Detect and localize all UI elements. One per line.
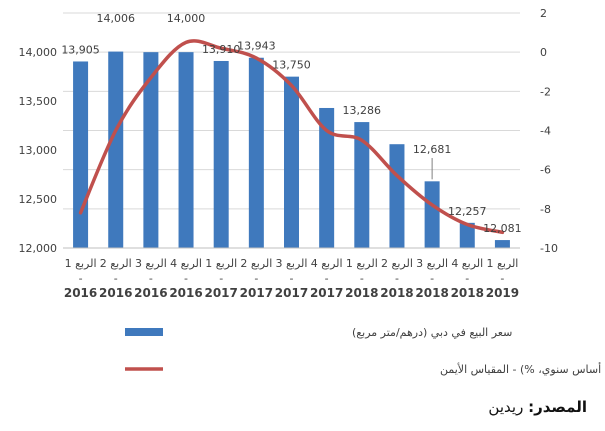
x-tick-label-dash: - xyxy=(219,272,223,285)
data-label: 12,681 xyxy=(413,143,452,156)
x-tick-label-year: 2018 xyxy=(345,286,378,300)
x-tick-label-quarter: الربع 2 xyxy=(100,257,132,270)
x-tick-label-year: 2017 xyxy=(310,286,343,300)
x-tick-label-dash: - xyxy=(79,272,83,285)
x-tick-label-quarter: الربع 2 xyxy=(240,257,272,270)
data-label: 13,286 xyxy=(343,104,382,117)
x-tick-label-dash: - xyxy=(114,272,118,285)
legend-bar-swatch xyxy=(125,328,163,336)
x-tick-label-dash: - xyxy=(360,272,364,285)
bar xyxy=(108,51,124,249)
x-tick-label-dash: - xyxy=(500,272,504,285)
left-axis-tick-label: 12,000 xyxy=(19,242,58,255)
bar xyxy=(178,52,194,248)
x-tick-label-year: 2018 xyxy=(451,286,484,300)
right-axis-tick-label: -6 xyxy=(540,164,551,177)
x-tick-label-dash: - xyxy=(395,272,399,285)
left-axis-tick-label: 13,000 xyxy=(19,144,58,157)
x-tick-label-year: 2017 xyxy=(240,286,273,300)
x-tick-label-quarter: الربع 1 xyxy=(346,257,378,270)
right-axis-tick-label: -8 xyxy=(540,203,551,216)
x-tick-label-dash: - xyxy=(325,272,329,285)
bar xyxy=(459,222,475,248)
right-axis-tick-label: -4 xyxy=(540,125,551,138)
x-tick-label-quarter: الربع 2 xyxy=(381,257,413,270)
bar xyxy=(319,107,335,249)
x-tick-label-quarter: الربع 3 xyxy=(276,257,308,270)
x-tick-label-quarter: الربع 3 xyxy=(416,257,448,270)
x-tick-label-year: 2017 xyxy=(275,286,308,300)
bar xyxy=(248,57,264,248)
x-tick-label-dash: - xyxy=(184,272,188,285)
right-axis-tick-label: 0 xyxy=(540,46,547,59)
x-tick-label-year: 2019 xyxy=(486,286,519,300)
left-axis-tick-label: 13,500 xyxy=(19,95,58,108)
x-tick-label-dash: - xyxy=(254,272,258,285)
x-tick-label-year: 2016 xyxy=(64,286,97,300)
data-label: 14,000 xyxy=(167,12,206,25)
legend-bar-label: سعر البيع في دبي (درهم/متر مربع) xyxy=(352,326,512,339)
x-tick-label-year: 2016 xyxy=(169,286,202,300)
x-tick-label-quarter: الربع 1 xyxy=(205,257,237,270)
data-label: 12,257 xyxy=(448,205,487,218)
left-axis-tick-label: 12,500 xyxy=(19,193,58,206)
bar xyxy=(354,122,370,248)
x-tick-label-quarter: الربع 4 xyxy=(170,257,202,270)
right-axis-tick-label: -2 xyxy=(540,85,551,98)
data-label: 13,910 xyxy=(202,43,241,56)
x-tick-label-dash: - xyxy=(149,272,153,285)
data-label: 12,081 xyxy=(483,222,522,235)
right-axis-tick-label: 2 xyxy=(540,7,547,20)
x-tick-label-year: 2018 xyxy=(415,286,448,300)
data-label: 14,006 xyxy=(96,12,135,25)
left-axis-tick-label: 14,000 xyxy=(19,46,58,59)
bar xyxy=(424,181,440,248)
x-tick-label-dash: - xyxy=(465,272,469,285)
legend-line-label: نمو سعر البيع في دبي (على أساس سنوي، %) … xyxy=(440,362,605,376)
data-label: 13,750 xyxy=(272,59,311,72)
bar xyxy=(143,52,159,248)
source-note: المصدر: ريدين xyxy=(488,398,587,416)
data-label: 13,905 xyxy=(61,43,100,56)
bar xyxy=(284,76,299,248)
bar xyxy=(389,144,405,248)
x-tick-label-quarter: الربع 1 xyxy=(486,257,518,270)
x-tick-label-quarter: الربع 3 xyxy=(135,257,167,270)
source-label: المصدر: xyxy=(528,398,587,416)
x-tick-label-dash: - xyxy=(290,272,294,285)
x-tick-label-dash: - xyxy=(430,272,434,285)
x-tick-label-quarter: الربع 1 xyxy=(65,257,97,270)
bar xyxy=(213,60,229,248)
series-line xyxy=(78,39,505,235)
right-axis-tick-label: -10 xyxy=(540,242,558,255)
x-tick-label-year: 2016 xyxy=(99,286,132,300)
bar xyxy=(494,240,510,248)
x-tick-label-quarter: الربع 4 xyxy=(451,257,483,270)
x-tick-label-quarter: الربع 4 xyxy=(311,257,343,270)
x-tick-label-year: 2017 xyxy=(204,286,237,300)
x-tick-label-year: 2016 xyxy=(134,286,167,300)
source-value: ريدين xyxy=(488,398,529,416)
bar xyxy=(73,61,89,248)
x-tick-label-year: 2018 xyxy=(380,286,413,300)
data-label: 13,943 xyxy=(237,40,276,53)
